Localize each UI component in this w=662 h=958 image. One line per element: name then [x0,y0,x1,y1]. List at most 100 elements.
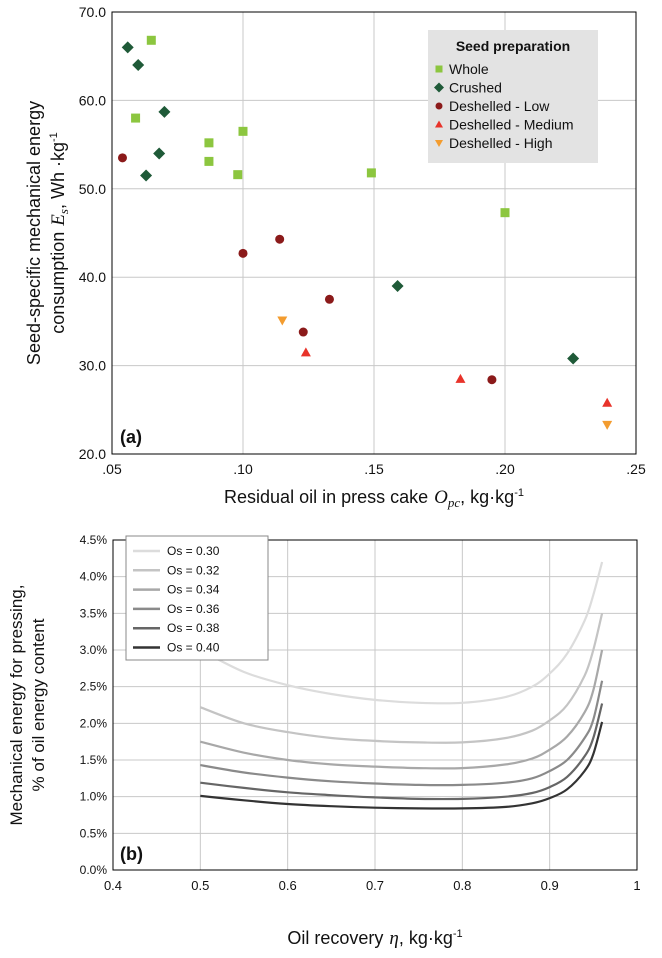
chart-a-y-axis-title-unit-sup: -1 [48,132,60,142]
chart-b: 0.0% 0.5% 1.0% 1.5% 2.0% 2.5% 3.0% 3.5% 4.0% 4.5%… [7,533,641,949]
chart-b-legend-box [125,535,269,661]
chart-b-y-tick-label: 3.0% [80,643,108,657]
chart-a-point [300,347,311,357]
chart-a-legend-label: Deshelled - Medium [449,117,574,133]
chart-a-series-2 [117,153,497,385]
chart-a-point [117,153,127,163]
chart-a-point [238,248,248,258]
chart-a-point [455,373,466,383]
chart-b-y-axis-title-line2: % of oil energy content [29,618,48,791]
chart-a-point [500,208,510,218]
chart-b-legend-label: Os = 0.40 [167,641,220,655]
chart-b-x-tick-label: 0.5 [191,878,209,893]
chart-b-x-axis-title-text: Oil recovery [287,928,383,948]
chart-a-x-axis-title: Residual oil in press cake Opc, kg·kg-1 [224,487,524,510]
chart-b-panel-label: (b) [120,844,143,864]
chart-b-x-tick-label: 0.9 [541,878,559,893]
chart-a-legend-marker [434,82,444,93]
chart-a-plot-frame [111,11,637,455]
chart-b-y-tick-label: 4.5% [80,533,108,547]
chart-a-point [602,397,613,407]
chart-a-legend-marker [435,65,443,73]
chart-a-point [238,126,248,136]
chart-b-legend-label: Os = 0.34 [167,583,220,597]
chart-b-x-axis: 0.4 0.5 0.6 0.7 0.8 0.9 1 [104,878,641,893]
chart-a-y-axis: 20.0 30.0 40.0 50.0 60.0 70.0 [79,4,106,462]
chart-a-legend-marker [435,102,443,110]
chart-b-legend-items: Os = 0.30 Os = 0.32 Os = 0.34 Os = 0.36 Os =… [133,544,220,655]
chart-a-series-4 [277,316,613,430]
chart-b-x-axis-title-symbol: η [389,928,398,949]
chart-a-legend-items: Whole Crushed Deshelled - Low Deshelled - M… [434,61,574,151]
chart-a-y-tick-label: 30.0 [79,358,106,374]
chart-a-point [140,169,153,182]
chart-a-legend-title: Seed preparation [456,38,570,54]
chart-a-point [158,105,171,118]
chart-b-legend-label: Os = 0.36 [167,602,220,616]
chart-a-legend-label: Crushed [449,80,502,96]
chart-b-x-tick-label: 0.7 [366,878,384,893]
chart-a-series-0 [131,35,510,218]
chart-b-y-tick-label: 1.0% [80,790,108,804]
chart-a-x-axis-title-text: Residual oil in press cake [224,487,428,507]
chart-a-y-tick-label: 70.0 [79,4,106,20]
chart-b-y-tick-label: 2.0% [80,716,108,730]
chart-b-series-line-5 [200,721,604,810]
chart-a-x-axis-title-symbol: O [434,487,448,508]
chart-b-legend-label: Os = 0.30 [167,544,220,558]
chart-a-x-axis-title-unit-sup: -1 [514,487,524,499]
chart-b-x-axis-title-unit: , kg·kg [399,928,453,948]
chart-a-series-3 [300,347,613,407]
chart-a-y-tick-label: 40.0 [79,269,106,285]
chart-a-legend-label: Deshelled - High [449,135,553,151]
chart-a-x-tick-label: .10 [233,461,253,477]
chart-a-point [277,316,288,326]
chart-b-x-axis-title-unit-sup: -1 [453,928,463,940]
chart-b-y-tick-label: 2.5% [80,680,108,694]
chart-b-y-axis: 0.0% 0.5% 1.0% 1.5% 2.0% 2.5% 3.0% 3.5% 4.0% 4.5% [80,533,108,877]
chart-a-y-axis-title-unit: , Wh ·kg [48,142,68,209]
chart-a-point [204,138,214,148]
chart-a-point [146,35,156,45]
chart-a-point [324,294,334,304]
chart-b-y-tick-label: 1.5% [80,753,108,767]
chart-b-series-line-4 [200,703,604,801]
chart-a-x-tick-label: .20 [495,461,515,477]
chart-b-y-tick-label: 4.0% [80,570,108,584]
chart-a-points [117,35,613,430]
chart-b-series-line-1 [199,613,604,744]
chart-a-x-axis-title-unit: , kg·kg [460,487,514,507]
chart-b-x-tick-label: 0.6 [279,878,297,893]
chart-a-y-axis-title-line1: Seed-specific mechanical energy [24,101,44,365]
chart-a-legend-label: Deshelled - Low [449,98,550,114]
chart-b-x-axis-title: Oil recovery η, kg·kg-1 [287,928,462,949]
chart-a-y-tick-label: 20.0 [79,446,106,462]
chart-a-series-1 [121,41,580,365]
chart-a-point [487,375,497,385]
chart-a-point [132,59,145,72]
chart-b-y-tick-label: 0.0% [80,863,108,877]
chart-b-series-line-0 [199,561,604,705]
chart-a-point [204,156,214,166]
chart-a-point [602,420,613,430]
chart-b-legend: Os = 0.30 Os = 0.32 Os = 0.34 Os = 0.36 Os =… [125,535,269,661]
chart-b-x-tick-label: 0.4 [104,878,122,893]
chart-a-point [233,170,243,180]
chart-b-y-tick-label: 0.5% [80,826,108,840]
chart-a-legend-label: Whole [449,61,489,77]
chart-a-y-axis-title-text: consumption [48,232,68,334]
chart-a-x-tick-label: .25 [626,461,646,477]
chart-a-legend: Seed preparation Whole Crushed Deshelled -… [428,30,598,163]
chart-a-x-axis: .05 .10 .15 .20 .25 [102,461,646,477]
chart-a-legend-marker [435,140,443,147]
chart-a-point [275,234,285,244]
chart-b-legend-label: Os = 0.38 [167,621,220,635]
chart-b-y-axis-title-line1: Mechanical energy for pressing, [7,585,26,826]
chart-a-point [298,327,308,337]
chart-a-panel-label: (a) [120,427,142,447]
chart-b-series-line-3 [200,680,604,787]
chart-a-legend-marker [435,120,443,128]
chart-b-plot-frame [112,539,638,871]
chart-a-point [366,168,376,178]
